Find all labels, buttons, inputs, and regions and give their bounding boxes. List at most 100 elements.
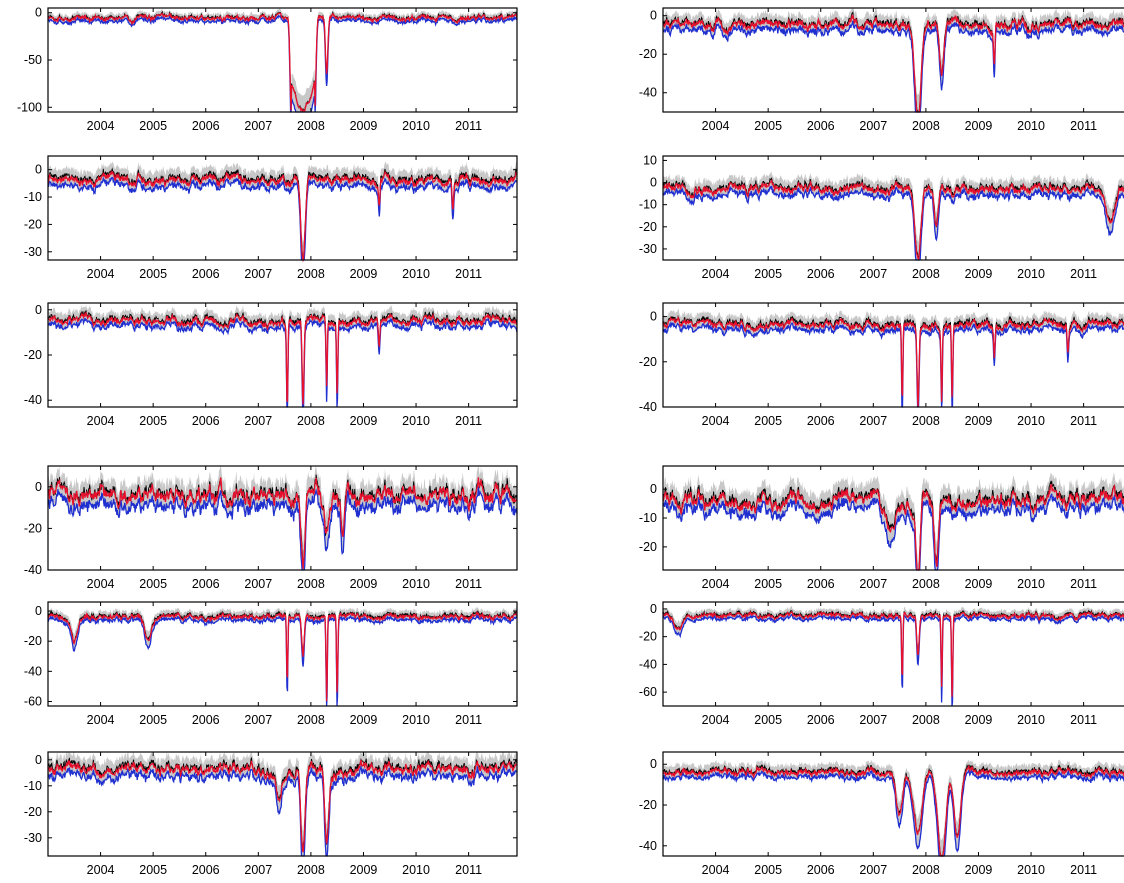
x-tick-label: 2008 xyxy=(912,863,940,877)
x-tick-label: 2010 xyxy=(1017,577,1045,591)
x-tick-label: 2010 xyxy=(402,267,430,281)
x-tick-label: 2010 xyxy=(1017,267,1045,281)
y-tick-label: -30 xyxy=(24,831,42,845)
x-tick-label: 2010 xyxy=(402,119,430,133)
x-tick-label: 2006 xyxy=(807,267,835,281)
x-tick-label: 2004 xyxy=(702,713,730,727)
x-tick-label: 2009 xyxy=(965,414,993,428)
x-tick-label: 2005 xyxy=(139,863,167,877)
series-line-estimate xyxy=(662,315,1124,407)
x-tick-label: 2007 xyxy=(244,414,272,428)
y-tick-label: -60 xyxy=(24,694,42,708)
x-tick-label: 2004 xyxy=(87,577,115,591)
x-tick-label: 2004 xyxy=(702,119,730,133)
series-line-lower xyxy=(662,185,1124,261)
series-line-lower xyxy=(662,493,1124,571)
x-tick-label: 2010 xyxy=(402,577,430,591)
x-tick-label: 2011 xyxy=(1070,863,1097,877)
x-tick-label: 2005 xyxy=(139,713,167,727)
x-tick-label: 2009 xyxy=(965,267,993,281)
x-tick-label: 2011 xyxy=(1070,119,1097,133)
y-tick-label: -40 xyxy=(639,839,657,853)
axis-frame xyxy=(47,751,518,857)
y-tick-label: 0 xyxy=(650,602,657,616)
axis-frame xyxy=(662,302,1124,408)
subplot-11: 2004 2005 2006 2007 2008 2009 2010 2011 0 -10 -20 -… xyxy=(24,751,518,877)
x-tick-label: 2008 xyxy=(297,863,325,877)
x-tick-label: 2005 xyxy=(754,713,782,727)
x-tick-label: 2007 xyxy=(244,577,272,591)
x-tick-label: 2005 xyxy=(139,414,167,428)
subplot-2: 2004 2005 2006 2007 2008 2009 2010 2011 0 -20 -40 xyxy=(639,7,1124,133)
x-tick-label: 2004 xyxy=(702,267,730,281)
subplot-9: 2004 2005 2006 2007 2008 2009 2010 2011 0 -20 -40 -… xyxy=(24,601,518,727)
y-tick-label: 0 xyxy=(35,303,42,317)
x-tick-label: 2009 xyxy=(350,267,378,281)
x-tick-label: 2004 xyxy=(87,119,115,133)
y-tick-label: -10 xyxy=(24,190,42,204)
axis-frame xyxy=(662,155,1124,261)
subplot-7: 2004 2005 2006 2007 2008 2009 2010 2011 0 -20 -40 xyxy=(24,465,518,591)
y-tick-label: -10 xyxy=(639,511,657,525)
series-line-lower xyxy=(662,613,1124,707)
x-tick-label: 2011 xyxy=(455,414,482,428)
y-tick-label: -20 xyxy=(639,798,657,812)
x-tick-label: 2008 xyxy=(912,267,940,281)
y-tick-label: -10 xyxy=(24,779,42,793)
x-tick-label: 2007 xyxy=(859,119,887,133)
confidence-band xyxy=(663,171,1124,260)
x-tick-label: 2010 xyxy=(1017,713,1045,727)
y-tick-label: -100 xyxy=(17,100,42,114)
y-tick-label: -20 xyxy=(24,634,42,648)
y-tick-label: -20 xyxy=(639,355,657,369)
x-tick-label: 2011 xyxy=(455,863,482,877)
subplot-8: 2004 2005 2006 2007 2008 2009 2010 2011 0 -10 -20 xyxy=(639,465,1124,591)
axis-frame xyxy=(47,465,518,571)
x-tick-label: 2008 xyxy=(912,577,940,591)
x-tick-label: 2006 xyxy=(192,267,220,281)
y-tick-label: 10 xyxy=(643,153,657,167)
y-tick-label: -50 xyxy=(24,53,42,67)
series-line-lower xyxy=(47,176,518,261)
x-tick-label: 2008 xyxy=(912,414,940,428)
series-line-estimate xyxy=(47,12,518,113)
y-tick-label: 0 xyxy=(650,176,657,190)
y-tick-label: -40 xyxy=(639,86,657,100)
x-tick-label: 2006 xyxy=(807,119,835,133)
series-line-lower xyxy=(47,764,518,857)
y-tick-label: -40 xyxy=(639,400,657,414)
x-tick-label: 2010 xyxy=(402,414,430,428)
x-tick-label: 2011 xyxy=(1070,713,1097,727)
series-line-estimate xyxy=(47,610,518,702)
y-tick-label: -40 xyxy=(24,563,42,577)
series-line-estimate xyxy=(662,179,1124,261)
series-line-lower xyxy=(662,20,1124,113)
x-tick-label: 2006 xyxy=(192,713,220,727)
series-line-mean xyxy=(47,10,518,113)
y-tick-label: -40 xyxy=(24,664,42,678)
x-tick-label: 2009 xyxy=(965,119,993,133)
x-tick-label: 2011 xyxy=(1070,414,1097,428)
x-tick-label: 2010 xyxy=(1017,863,1045,877)
y-tick-label: -30 xyxy=(24,245,42,259)
x-tick-label: 2007 xyxy=(859,713,887,727)
x-tick-label: 2007 xyxy=(859,577,887,591)
x-tick-label: 2006 xyxy=(192,414,220,428)
y-tick-label: 0 xyxy=(650,9,657,23)
x-tick-label: 2009 xyxy=(965,577,993,591)
x-tick-label: 2009 xyxy=(350,119,378,133)
x-tick-label: 2009 xyxy=(350,713,378,727)
x-tick-label: 2005 xyxy=(754,577,782,591)
axis-frame xyxy=(662,7,1124,113)
y-tick-label: -20 xyxy=(639,630,657,644)
series-line-estimate xyxy=(47,477,518,569)
x-tick-label: 2008 xyxy=(912,119,940,133)
y-tick-label: -40 xyxy=(24,393,42,407)
x-tick-label: 2010 xyxy=(402,713,430,727)
x-tick-label: 2004 xyxy=(87,713,115,727)
series-line-mean xyxy=(47,610,518,700)
subplot-10: 2004 2005 2006 2007 2008 2009 2010 2011 0 -20 -40 -… xyxy=(639,601,1124,727)
y-tick-label: -30 xyxy=(639,242,657,256)
y-tick-label: -60 xyxy=(639,685,657,699)
